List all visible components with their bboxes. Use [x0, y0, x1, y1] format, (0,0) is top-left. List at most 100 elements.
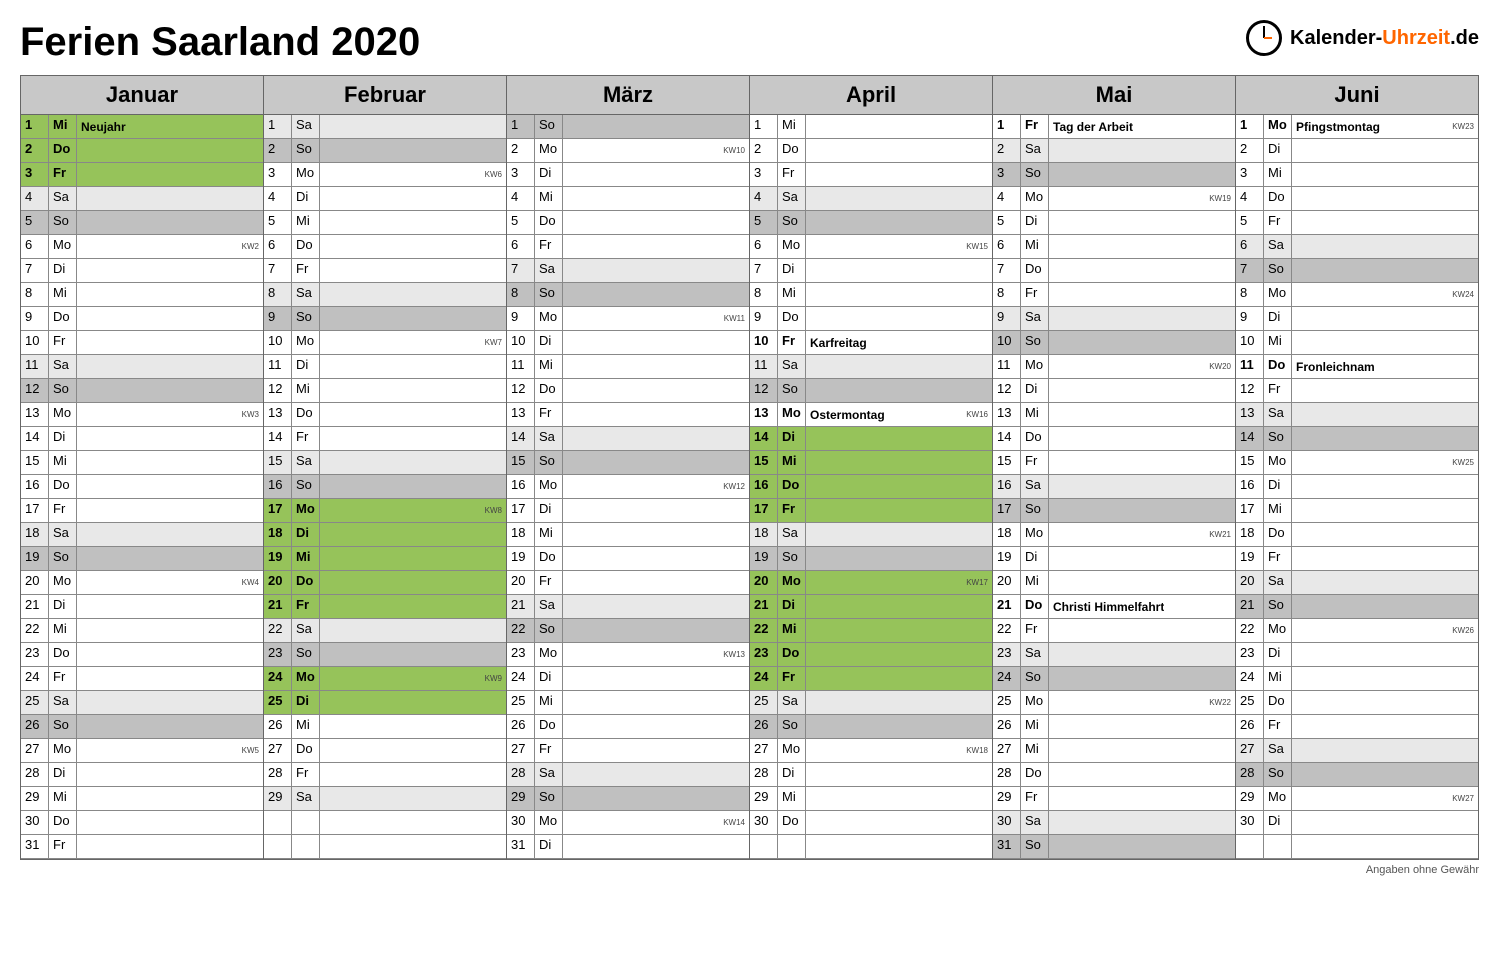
day-label [1049, 643, 1235, 666]
day-number: 28 [21, 763, 49, 786]
day-row: 18Mi [507, 523, 749, 547]
day-weekday: Sa [49, 187, 77, 210]
day-label [806, 691, 992, 714]
day-weekday: Sa [535, 595, 563, 618]
day-number: 3 [993, 163, 1021, 186]
day-weekday: Mi [292, 211, 320, 234]
day-row: 25Mi [507, 691, 749, 715]
day-number: 24 [21, 667, 49, 690]
day-weekday: Mi [1021, 715, 1049, 738]
day-number: 11 [21, 355, 49, 378]
day-row: 31Fr [21, 835, 263, 859]
day-row: 28Sa [507, 763, 749, 787]
day-weekday: Fr [1021, 283, 1049, 306]
day-weekday: Fr [1021, 451, 1049, 474]
day-weekday: Mo [535, 139, 563, 162]
day-row: 13Sa [1236, 403, 1478, 427]
day-label: KW27 [1292, 787, 1478, 810]
day-row [750, 835, 992, 859]
day-number: 19 [507, 547, 535, 570]
day-label [320, 619, 506, 642]
day-weekday: Mi [49, 451, 77, 474]
day-label [1049, 547, 1235, 570]
day-weekday: Do [1264, 355, 1292, 378]
day-row: 15Mi [750, 451, 992, 475]
day-row: 12Di [993, 379, 1235, 403]
day-number: 24 [993, 667, 1021, 690]
day-number: 4 [507, 187, 535, 210]
day-number: 29 [264, 787, 292, 810]
day-row: 5Di [993, 211, 1235, 235]
calendar-week: KW5 [242, 746, 259, 755]
day-row: 30Sa [993, 811, 1235, 835]
day-row: 31So [993, 835, 1235, 859]
day-number: 2 [507, 139, 535, 162]
day-weekday: Fr [292, 763, 320, 786]
day-weekday: Sa [1264, 235, 1292, 258]
day-weekday: Di [535, 499, 563, 522]
day-weekday: Mo [49, 571, 77, 594]
day-weekday: Do [535, 379, 563, 402]
day-label [1292, 259, 1478, 282]
day-number: 9 [21, 307, 49, 330]
day-number: 26 [993, 715, 1021, 738]
day-weekday: So [1021, 331, 1049, 354]
day-number: 12 [1236, 379, 1264, 402]
day-number [264, 835, 292, 858]
day-number: 7 [21, 259, 49, 282]
day-weekday: Di [1021, 211, 1049, 234]
day-label [320, 715, 506, 738]
day-weekday: Di [49, 259, 77, 282]
day-number: 16 [1236, 475, 1264, 498]
day-number: 12 [993, 379, 1021, 402]
day-number: 1 [993, 115, 1021, 138]
day-number: 9 [264, 307, 292, 330]
day-label [563, 379, 749, 402]
day-label [320, 595, 506, 618]
day-weekday: Mo [1021, 187, 1049, 210]
day-row: 11MoKW20 [993, 355, 1235, 379]
day-label [1292, 691, 1478, 714]
day-row: 22Mi [21, 619, 263, 643]
day-number: 6 [750, 235, 778, 258]
day-weekday: Fr [535, 739, 563, 762]
day-row: 27MoKW5 [21, 739, 263, 763]
day-row: 23So [264, 643, 506, 667]
day-label [320, 547, 506, 570]
day-number: 17 [21, 499, 49, 522]
day-label [563, 187, 749, 210]
day-weekday: Di [49, 595, 77, 618]
day-weekday [1264, 835, 1292, 858]
day-row: 29Fr [993, 787, 1235, 811]
day-row [264, 835, 506, 859]
day-label [320, 475, 506, 498]
day-label: Karfreitag [806, 331, 992, 354]
day-weekday: Do [1021, 595, 1049, 618]
day-number: 5 [264, 211, 292, 234]
day-row: 26Mi [264, 715, 506, 739]
day-number: 25 [264, 691, 292, 714]
day-number: 18 [993, 523, 1021, 546]
day-label [77, 835, 263, 858]
day-row: 22MoKW26 [1236, 619, 1478, 643]
day-row: 19Fr [1236, 547, 1478, 571]
day-row [264, 811, 506, 835]
day-label [77, 595, 263, 618]
day-weekday: Di [535, 835, 563, 858]
day-weekday: Sa [778, 523, 806, 546]
day-row: 30Do [750, 811, 992, 835]
day-weekday: Do [1021, 763, 1049, 786]
day-row: 15Fr [993, 451, 1235, 475]
day-number: 31 [993, 835, 1021, 858]
day-label [1049, 163, 1235, 186]
day-weekday: Do [1021, 259, 1049, 282]
day-row: 18Di [264, 523, 506, 547]
day-number: 3 [750, 163, 778, 186]
day-label [77, 427, 263, 450]
day-row: 6Mi [993, 235, 1235, 259]
month-column: Januar1MiNeujahr2Do3Fr4Sa5So6MoKW27Di8Mi… [21, 76, 263, 859]
day-row: 9Do [750, 307, 992, 331]
day-label [320, 283, 506, 306]
day-number: 13 [264, 403, 292, 426]
day-weekday [292, 835, 320, 858]
